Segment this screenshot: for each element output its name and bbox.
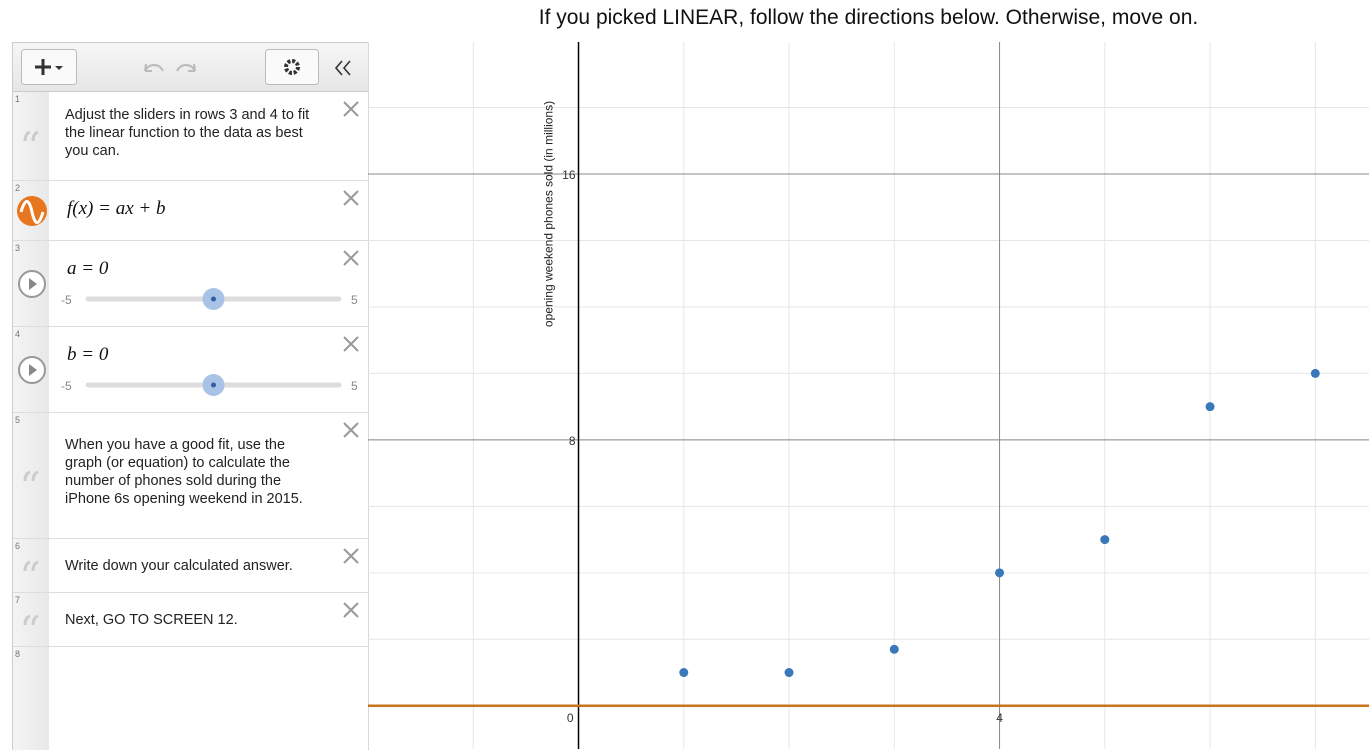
row-number: 3 bbox=[15, 243, 21, 253]
play-triangle bbox=[29, 278, 37, 290]
delete-button[interactable] bbox=[342, 249, 360, 267]
slider-max: 5 bbox=[351, 379, 358, 393]
quote-mark bbox=[23, 470, 39, 481]
slider-handle bbox=[211, 382, 216, 388]
row-number: 7 bbox=[15, 595, 21, 605]
row-gutter bbox=[13, 593, 49, 646]
x-icon bbox=[343, 250, 359, 266]
slider-min: -5 bbox=[61, 293, 72, 307]
row-number: 5 bbox=[15, 415, 21, 425]
note-text: Next, GO TO SCREEN 12. bbox=[65, 611, 238, 628]
note-text: Adjust the sliders in rows 3 and 4 to fi… bbox=[65, 107, 310, 159]
row-number: 4 bbox=[15, 329, 21, 339]
data-point bbox=[889, 644, 899, 654]
expression-row: 6 Write down your calculated answer. bbox=[13, 539, 368, 593]
expression-row: 8 bbox=[13, 647, 368, 750]
note-text: When you have a good fit, use the graph … bbox=[65, 436, 303, 507]
slider[interactable]: -5 5 bbox=[57, 371, 367, 401]
slider-min: -5 bbox=[61, 379, 72, 393]
data-point bbox=[679, 668, 689, 678]
add-button[interactable] bbox=[21, 49, 77, 85]
row-number: 6 bbox=[15, 541, 21, 551]
quote-mark bbox=[23, 614, 39, 625]
delete-button[interactable] bbox=[342, 100, 360, 118]
row-gutter bbox=[13, 413, 49, 538]
note-icon bbox=[23, 130, 39, 142]
y-axis-label: opening weekend phones sold (in millions… bbox=[542, 101, 556, 327]
row-number: 1 bbox=[15, 94, 21, 104]
slider-handle bbox=[211, 296, 216, 302]
x-icon bbox=[343, 190, 359, 206]
expression-list: 1 Adjust the sliders in rows 3 and 4 to f… bbox=[12, 42, 369, 750]
x-tick-label: 0 bbox=[567, 711, 574, 725]
row-gutter bbox=[13, 647, 49, 750]
toolbar bbox=[13, 43, 368, 92]
delete-button[interactable] bbox=[342, 421, 360, 439]
expression-row: 4 b = 0 -5 5 bbox=[13, 327, 368, 413]
delete-button[interactable] bbox=[342, 189, 360, 207]
y-tick-label: 16 bbox=[562, 168, 576, 182]
math-expression: b = 0 bbox=[67, 344, 109, 365]
delete-button[interactable] bbox=[342, 547, 360, 565]
expression-icon bbox=[18, 270, 46, 298]
x-icon bbox=[343, 422, 359, 438]
page-title: If you picked LINEAR, follow the directi… bbox=[538, 6, 1199, 29]
data-point bbox=[1205, 402, 1215, 412]
wave bbox=[19, 200, 45, 224]
expression-row: 2 f(x) = ax + b bbox=[13, 181, 368, 241]
note-icon bbox=[23, 614, 39, 625]
slider[interactable]: -5 5 bbox=[57, 285, 367, 315]
quote-mark bbox=[23, 560, 39, 571]
data-point bbox=[1310, 368, 1320, 378]
expression-row: 7 Next, GO TO SCREEN 12. bbox=[13, 593, 368, 647]
undo-redo[interactable] bbox=[141, 57, 201, 79]
graph: 0 4 8 16 opening weekend phones sold (in mil… bbox=[368, 42, 1369, 749]
expression-icon bbox=[18, 356, 46, 384]
math-expression: a = 0 bbox=[67, 258, 109, 279]
data-point bbox=[995, 568, 1005, 578]
note-icon bbox=[23, 470, 39, 481]
note-icon bbox=[23, 560, 39, 571]
delete-button[interactable] bbox=[342, 335, 360, 353]
row-number: 8 bbox=[15, 649, 21, 659]
y-tick-label: 8 bbox=[569, 434, 576, 448]
expression-row: 5 When you have a good fit, use the graph… bbox=[13, 413, 368, 539]
x-icon bbox=[343, 548, 359, 564]
expression-row: 3 a = 0 -5 5 bbox=[13, 241, 368, 327]
settings-button[interactable] bbox=[265, 49, 319, 85]
x-icon bbox=[343, 336, 359, 352]
expression-icon bbox=[17, 196, 47, 226]
quote-mark bbox=[23, 130, 39, 142]
x-icon bbox=[343, 602, 359, 618]
x-tick-label: 4 bbox=[996, 711, 1003, 725]
slider-max: 5 bbox=[351, 293, 358, 307]
note-text: Write down your calculated answer. bbox=[65, 557, 293, 574]
data-point bbox=[1100, 535, 1110, 545]
collapse-button[interactable] bbox=[333, 57, 355, 79]
play-triangle bbox=[29, 364, 37, 376]
rows: 1 Adjust the sliders in rows 3 and 4 to f… bbox=[13, 92, 368, 750]
expression-row: 1 Adjust the sliders in rows 3 and 4 to f… bbox=[13, 92, 368, 181]
row-gutter bbox=[13, 539, 49, 592]
row-number: 2 bbox=[15, 183, 21, 193]
data-point bbox=[784, 668, 794, 678]
math-expression: f(x) = ax + b bbox=[67, 198, 166, 219]
row-gutter bbox=[13, 92, 49, 180]
x-icon bbox=[343, 101, 359, 117]
delete-button[interactable] bbox=[342, 601, 360, 619]
